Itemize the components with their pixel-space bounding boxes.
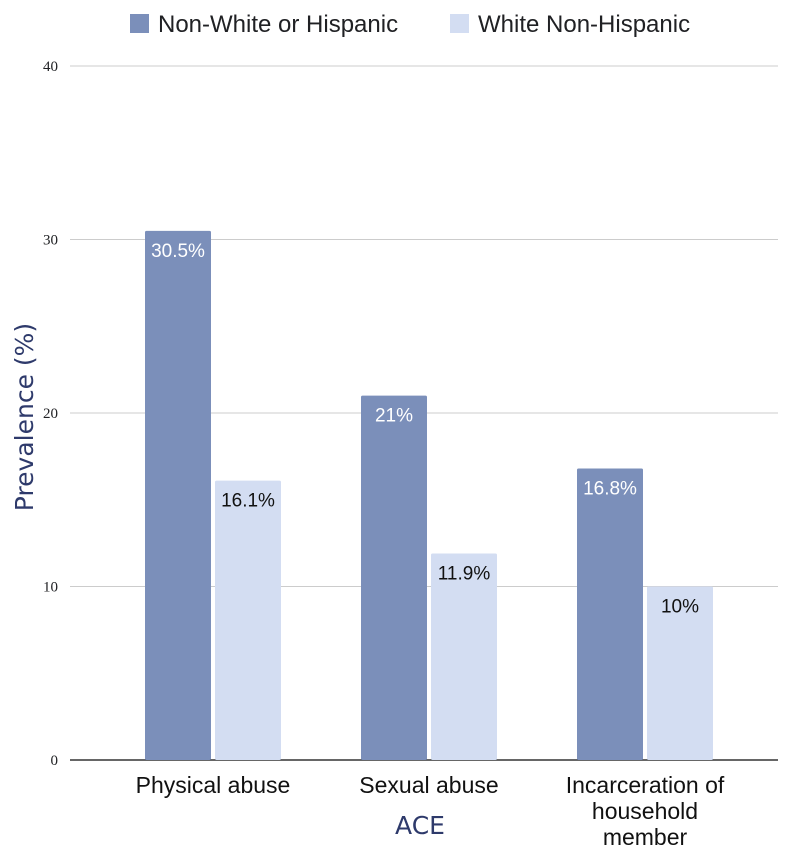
bar xyxy=(431,553,497,760)
data-label: 10% xyxy=(661,597,699,618)
legend-label: White Non-Hispanic xyxy=(478,11,690,38)
x-axis-categories: Physical abuse Sexual abuse Incarceration … xyxy=(136,772,725,850)
bars xyxy=(145,230,713,760)
x-category-label: Incarceration of household member xyxy=(566,772,725,850)
y-tick-label: 0 xyxy=(51,753,59,769)
bar xyxy=(145,230,211,760)
y-axis-ticks: 0 10 20 30 40 xyxy=(43,59,58,769)
x-axis-title: ACE xyxy=(395,811,445,840)
legend-label: Non-White or Hispanic xyxy=(158,11,398,38)
x-category-label: Physical abuse xyxy=(136,772,291,798)
y-axis-title: Prevalence (%) xyxy=(10,323,39,511)
legend-swatch xyxy=(450,14,469,33)
legend: Non-White or Hispanic White Non-Hispanic xyxy=(130,11,690,38)
bar xyxy=(647,586,713,760)
y-tick-label: 30 xyxy=(43,233,58,249)
data-label: 16.8% xyxy=(583,479,637,500)
legend-swatch xyxy=(130,14,149,33)
y-tick-label: 40 xyxy=(43,59,58,75)
x-category-label: Sexual abuse xyxy=(359,772,498,798)
data-label: 11.9% xyxy=(438,564,491,585)
data-label: 30.5% xyxy=(151,241,205,262)
data-labels: 30.5% 21% 16.8% 16.1% 11.9% 10% xyxy=(151,241,699,618)
y-tick-label: 10 xyxy=(43,580,58,596)
y-tick-label: 20 xyxy=(43,406,58,422)
data-label: 21% xyxy=(375,406,413,427)
bar xyxy=(577,468,643,760)
data-label: 16.1% xyxy=(221,491,275,512)
bar xyxy=(361,395,427,760)
bar xyxy=(215,480,281,760)
